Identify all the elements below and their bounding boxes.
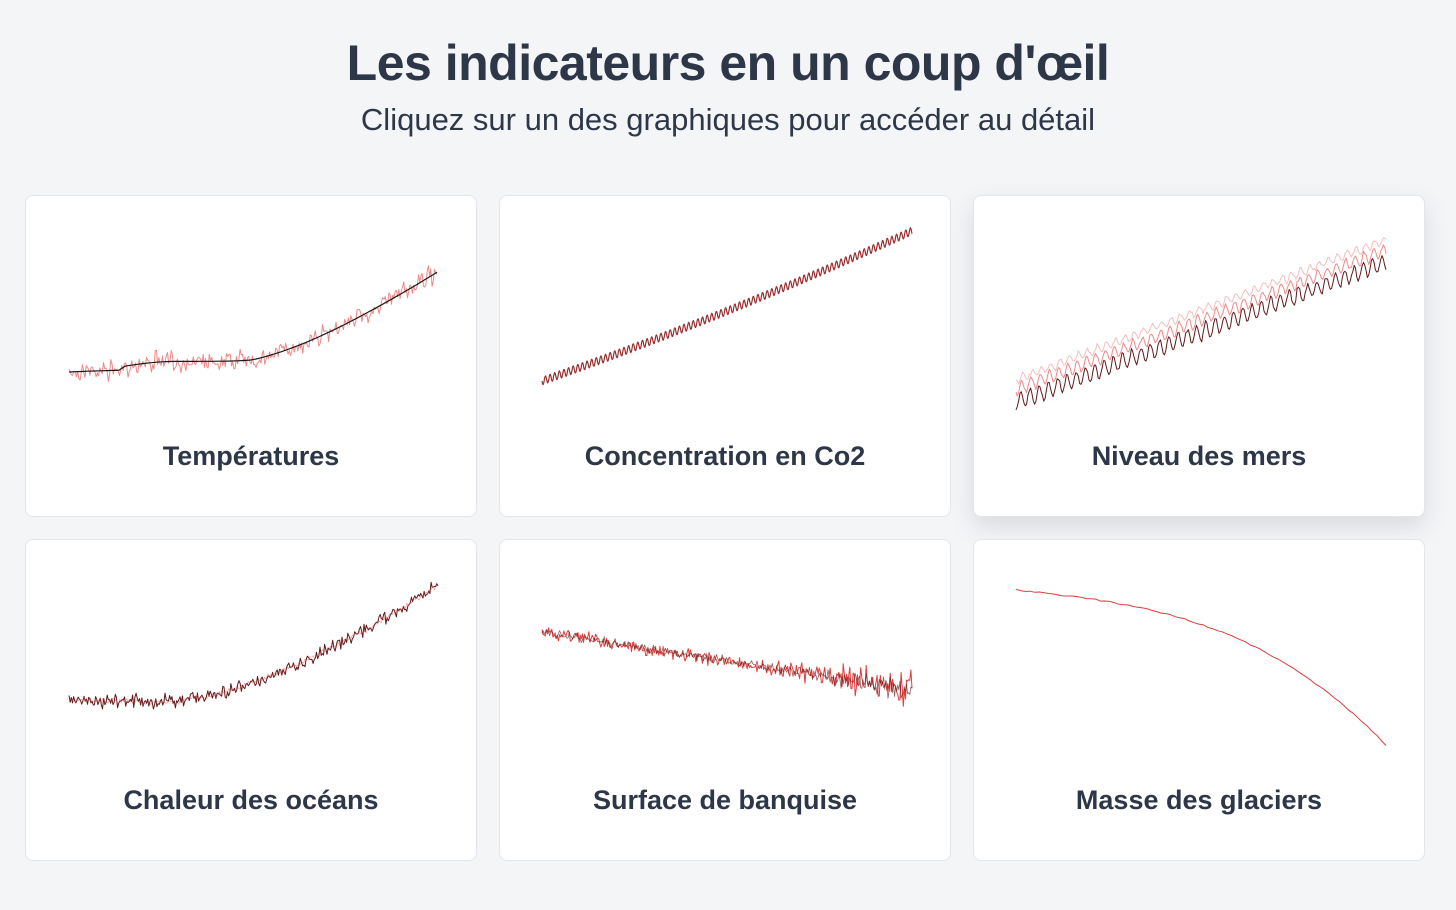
card-label: Masse des glaciers	[1075, 785, 1323, 815]
sea-level-series-c	[1015, 255, 1387, 411]
glaciers-sparkline	[1015, 588, 1387, 746]
card-label: Niveau des mers	[1091, 441, 1307, 471]
ocean-heat-line	[68, 581, 439, 710]
glacier-mass-line	[1015, 588, 1387, 746]
card-co2[interactable]: Concentration en Co2	[499, 195, 951, 517]
card-label: Surface de banquise	[592, 785, 858, 815]
page-header: Les indicateurs en un coup d'œil Cliquez…	[0, 0, 1456, 140]
card-ocean-heat[interactable]: Chaleur des océans	[25, 539, 477, 861]
card-glaciers[interactable]: Masse des glaciers	[973, 539, 1425, 861]
page-title: Les indicateurs en un coup d'œil	[346, 35, 1110, 91]
card-label: Concentration en Co2	[584, 441, 866, 471]
sea-level-series-b	[1015, 244, 1387, 397]
temperature-trend-line	[68, 271, 438, 373]
page-subtitle: Cliquez sur un des graphiques pour accéd…	[360, 102, 1096, 137]
co2-sparkline	[541, 227, 913, 386]
card-label: Chaleur des océans	[123, 785, 379, 815]
ocean-heat-overlay-line	[68, 582, 439, 706]
sea-level-series-a	[1015, 237, 1387, 385]
sea-ice-line	[541, 627, 913, 707]
sea-ice-sparkline	[541, 627, 913, 707]
temperature-monthly-line	[68, 265, 438, 382]
card-sea-level[interactable]: Niveau des mers	[973, 195, 1425, 517]
sea-ice-overlay-line	[541, 629, 913, 699]
ocean-heat-sparkline	[68, 581, 439, 710]
indicator-grid: Températures Concentration en Co2 Niveau…	[25, 195, 1426, 861]
temperatures-sparkline	[68, 265, 438, 382]
card-label: Températures	[162, 441, 340, 471]
co2-overlay-line	[541, 227, 913, 386]
card-sea-ice[interactable]: Surface de banquise	[499, 539, 951, 861]
sea-level-sparkline	[1015, 237, 1387, 411]
card-temperatures[interactable]: Températures	[25, 195, 477, 517]
